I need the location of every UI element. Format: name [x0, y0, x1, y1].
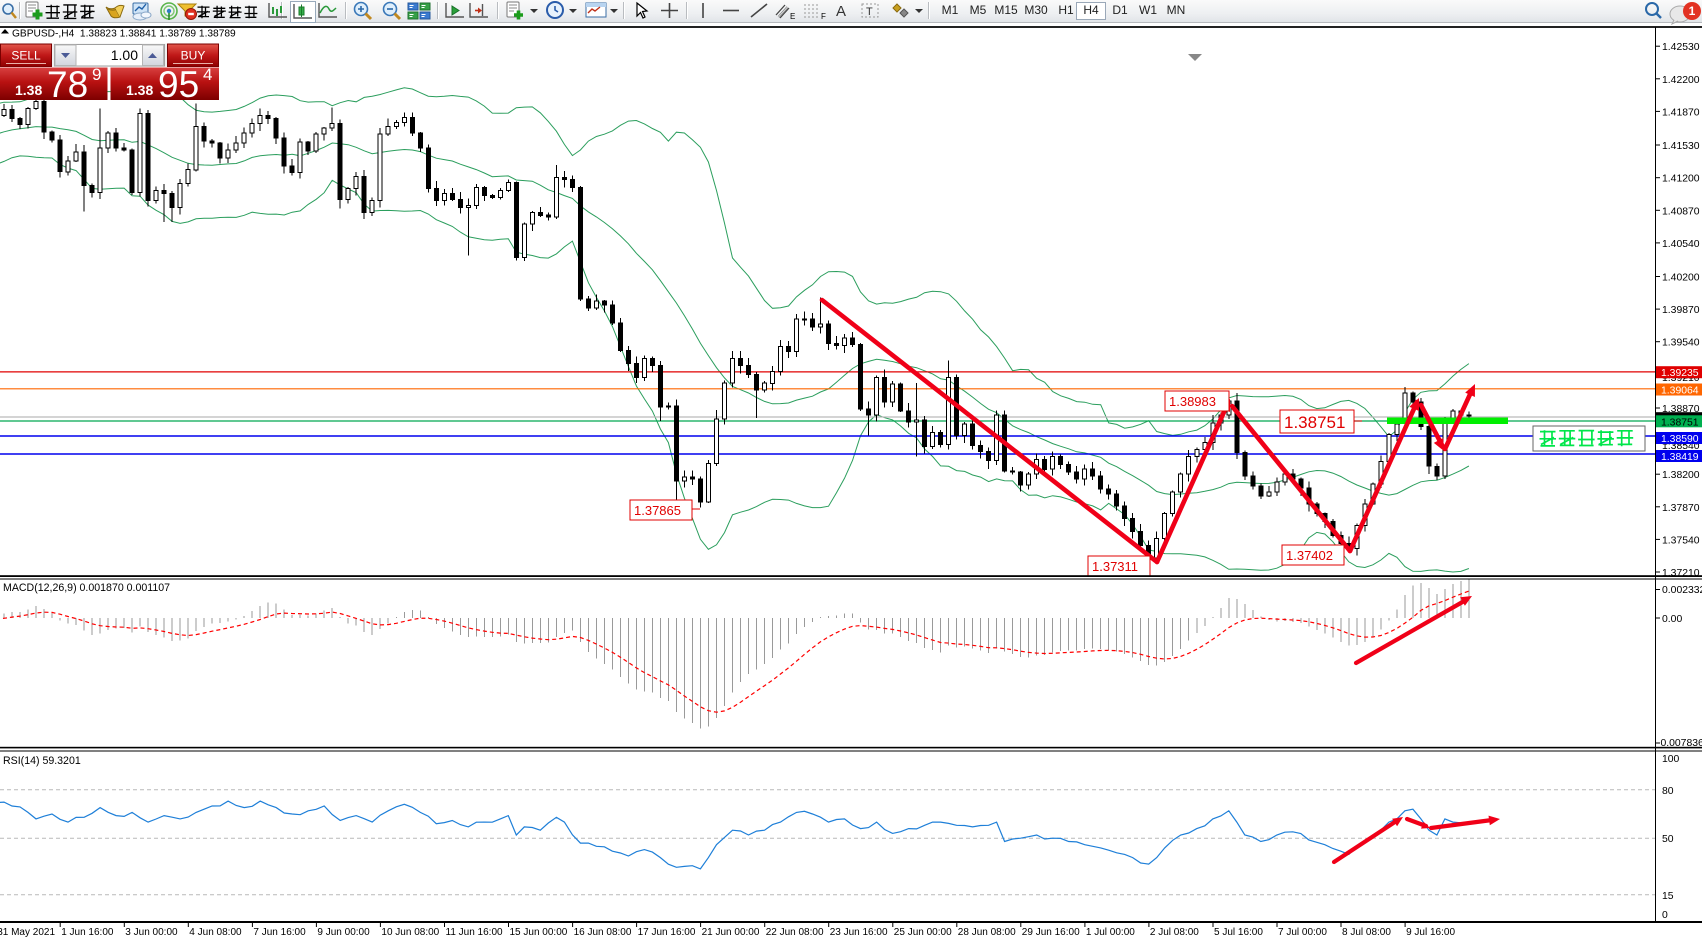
svg-text:0.00: 0.00 — [1662, 614, 1682, 625]
svg-text:100: 100 — [1662, 754, 1680, 765]
svg-text:1 Jul 00:00: 1 Jul 00:00 — [1086, 927, 1135, 938]
svg-text:7 Jun 16:00: 7 Jun 16:00 — [253, 927, 306, 938]
svg-text:1.41530: 1.41530 — [1662, 141, 1700, 152]
svg-text:21 Jun 00:00: 21 Jun 00:00 — [702, 927, 760, 938]
svg-text:1.39540: 1.39540 — [1662, 338, 1700, 349]
svg-text:1.40870: 1.40870 — [1662, 206, 1700, 217]
svg-text:1.37402: 1.37402 — [1286, 548, 1333, 563]
svg-text:10 Jun 08:00: 10 Jun 08:00 — [381, 927, 439, 938]
svg-text:80: 80 — [1662, 786, 1674, 797]
svg-text:1.38870: 1.38870 — [1662, 404, 1700, 415]
svg-text:95: 95 — [158, 64, 199, 105]
svg-text:1.38200: 1.38200 — [1662, 470, 1700, 481]
svg-text:1.38: 1.38 — [126, 82, 153, 98]
svg-text:1.41870: 1.41870 — [1662, 107, 1700, 118]
svg-text:1.38751: 1.38751 — [1284, 413, 1345, 432]
svg-text:1 Jun 16:00: 1 Jun 16:00 — [61, 927, 114, 938]
svg-text:4 Jun 08:00: 4 Jun 08:00 — [189, 927, 242, 938]
svg-text:28 Jun 08:00: 28 Jun 08:00 — [958, 927, 1016, 938]
svg-text:1.38: 1.38 — [15, 82, 42, 98]
svg-text:F: F — [821, 12, 826, 21]
svg-text:1.39064: 1.39064 — [1661, 386, 1699, 397]
svg-text:31 May 2021: 31 May 2021 — [0, 927, 55, 938]
svg-text:BUY: BUY — [181, 49, 206, 63]
svg-text:-0.007836: -0.007836 — [1657, 738, 1702, 749]
svg-text:1.40200: 1.40200 — [1662, 273, 1700, 284]
svg-text:0.002332: 0.002332 — [1662, 585, 1702, 596]
svg-text:1.38419: 1.38419 — [1661, 452, 1699, 463]
svg-text:25 Jun 00:00: 25 Jun 00:00 — [894, 927, 952, 938]
svg-text:7 Jul 00:00: 7 Jul 00:00 — [1278, 927, 1327, 938]
svg-text:23 Jun 16:00: 23 Jun 16:00 — [830, 927, 888, 938]
svg-text:1.38751: 1.38751 — [1661, 417, 1699, 428]
svg-text:T: T — [866, 6, 873, 18]
svg-text:1.37865: 1.37865 — [634, 503, 681, 518]
svg-text:16 Jun 08:00: 16 Jun 08:00 — [574, 927, 632, 938]
svg-text:5 Jul 16:00: 5 Jul 16:00 — [1214, 927, 1263, 938]
svg-text:1.39235: 1.39235 — [1661, 368, 1699, 379]
svg-text:4: 4 — [203, 65, 212, 84]
svg-text:MACD(12,26,9) 0.001870 0.00110: MACD(12,26,9) 0.001870 0.001107 — [3, 582, 170, 594]
svg-text:A: A — [836, 3, 846, 20]
svg-text:1.42200: 1.42200 — [1662, 75, 1700, 86]
svg-text:SELL: SELL — [11, 49, 41, 63]
svg-text:1.37311: 1.37311 — [1092, 559, 1138, 574]
svg-text:1.39210: 1.39210 — [1662, 373, 1700, 384]
svg-text:8 Jul 08:00: 8 Jul 08:00 — [1342, 927, 1391, 938]
svg-text:9 Jul 16:00: 9 Jul 16:00 — [1406, 927, 1455, 938]
svg-text:1.41200: 1.41200 — [1662, 174, 1700, 185]
svg-text:1.00: 1.00 — [111, 47, 138, 63]
svg-text:9: 9 — [92, 65, 101, 84]
svg-text:1.38983: 1.38983 — [1169, 394, 1216, 409]
svg-text:1.37540: 1.37540 — [1662, 535, 1700, 546]
svg-text:17 Jun 16:00: 17 Jun 16:00 — [638, 927, 696, 938]
svg-text:78: 78 — [47, 64, 88, 105]
svg-text:2 Jul 08:00: 2 Jul 08:00 — [1150, 927, 1199, 938]
svg-text:22 Jun 08:00: 22 Jun 08:00 — [766, 927, 824, 938]
svg-text:11 Jun 16:00: 11 Jun 16:00 — [446, 927, 504, 938]
svg-text:0: 0 — [1662, 910, 1668, 921]
svg-text:GBPUSD-,H4 1.38823 1.38841 1.: GBPUSD-,H4 1.38823 1.38841 1.38789 1.387… — [12, 29, 236, 40]
svg-text:50: 50 — [1662, 834, 1674, 845]
svg-text:29 Jun 16:00: 29 Jun 16:00 — [1022, 927, 1080, 938]
svg-text:RSI(14) 59.3201: RSI(14) 59.3201 — [3, 755, 81, 767]
svg-text:1.37870: 1.37870 — [1662, 503, 1700, 514]
svg-text:1.39870: 1.39870 — [1662, 305, 1700, 316]
svg-text:1.38540: 1.38540 — [1662, 441, 1700, 452]
svg-text:1.42530: 1.42530 — [1662, 42, 1700, 53]
svg-text:1: 1 — [1689, 4, 1696, 18]
svg-text:1.40540: 1.40540 — [1662, 239, 1700, 250]
svg-text:1.38590: 1.38590 — [1661, 434, 1699, 445]
svg-text:15 Jun 00:00: 15 Jun 00:00 — [510, 927, 568, 938]
svg-text:15: 15 — [1662, 891, 1674, 902]
svg-text:9 Jun 00:00: 9 Jun 00:00 — [317, 927, 370, 938]
svg-text:E: E — [790, 12, 795, 21]
svg-text:3 Jun 00:00: 3 Jun 00:00 — [125, 927, 178, 938]
svg-text:1.37210: 1.37210 — [1662, 568, 1700, 579]
